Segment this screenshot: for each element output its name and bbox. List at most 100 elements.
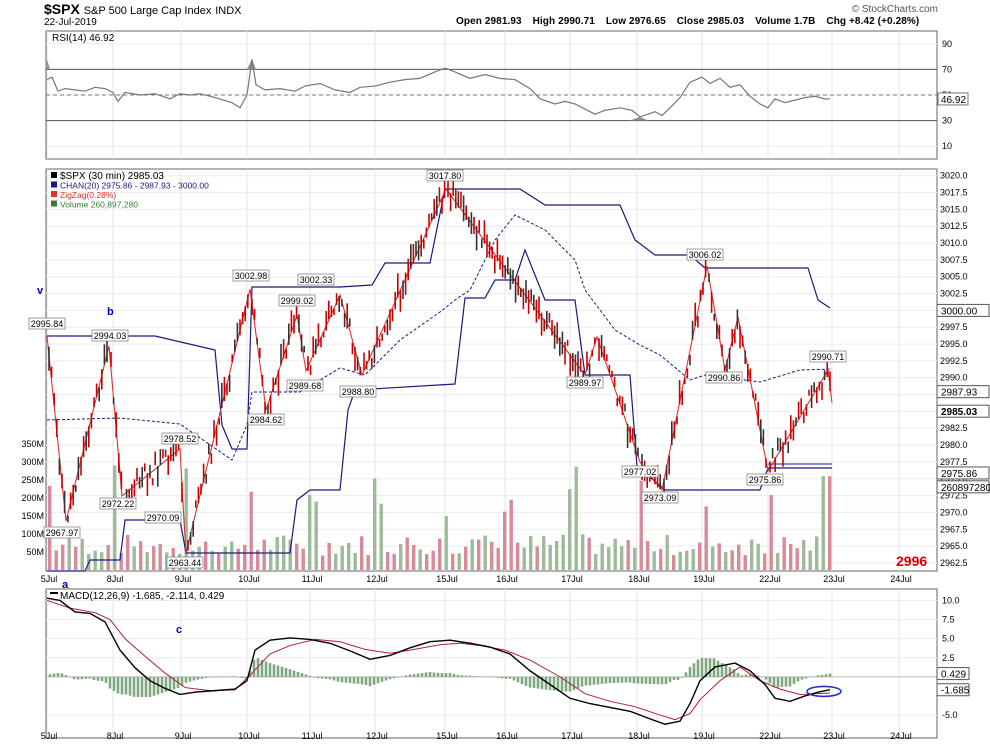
- price-tick-label: 3020.0: [940, 171, 968, 181]
- macd-histogram-bar: [72, 676, 76, 680]
- macd-histogram-bar: [432, 672, 436, 677]
- volume-bar: [704, 506, 708, 570]
- macd-histogram-bar: [548, 676, 552, 691]
- macd-histogram-bar: [604, 676, 608, 684]
- macd-histogram-bar: [824, 674, 828, 677]
- macd-histogram-bar: [592, 676, 596, 685]
- macd-histogram-bar: [680, 676, 684, 678]
- x-tick-label: 24Jul: [890, 574, 912, 584]
- macd-histogram-bar: [300, 673, 304, 677]
- macd-tag-box: [936, 683, 970, 697]
- macd-histogram-bar: [96, 676, 100, 681]
- macd-histogram-bar: [248, 670, 252, 677]
- high-value: High 2990.71: [532, 16, 595, 27]
- macd-histogram-bar: [304, 674, 308, 677]
- x-tick-label: 18Jul: [628, 574, 650, 584]
- macd-histogram-bar: [376, 676, 380, 684]
- pivot-label-box: [641, 491, 679, 504]
- macd-histogram-bar: [244, 676, 248, 680]
- volume-bar: [269, 549, 273, 570]
- volume-bar: [230, 541, 234, 570]
- macd-histogram-bar: [324, 676, 328, 679]
- price-tick-label: 3017.5: [940, 188, 968, 198]
- volume-tick-label: 50M: [26, 547, 44, 557]
- macd-histogram-bar: [748, 673, 752, 677]
- volume-bar: [613, 538, 617, 570]
- volume-bar: [503, 511, 507, 570]
- macd-histogram-bar: [540, 676, 544, 690]
- volume-bar: [314, 501, 318, 570]
- legend-entry: $SPX (30 min) 2985.03: [60, 171, 164, 182]
- macd-histogram-bar: [732, 669, 736, 677]
- pivot-label-box: [161, 432, 199, 445]
- chart-date: 22-Jul-2019: [44, 17, 97, 28]
- macd-histogram-bar: [668, 676, 672, 682]
- volume-bar: [321, 555, 325, 570]
- macd-histogram-bar: [444, 673, 448, 677]
- pivot-label-box: [43, 526, 81, 539]
- rsi-overbought-fill: [47, 59, 50, 70]
- macd-histogram-bar: [612, 676, 616, 683]
- macd-histogram-bar: [628, 676, 632, 683]
- volume-bar: [724, 552, 728, 570]
- macd-histogram-bar: [784, 676, 788, 687]
- pivot-label-box: [809, 350, 847, 363]
- macd-histogram-bar: [660, 676, 664, 685]
- x-tick-label: 11Jul: [302, 731, 323, 741]
- price-tick-label: 2962.5: [940, 558, 968, 568]
- price-right-tag-box: [936, 466, 990, 480]
- volume-bar: [334, 553, 338, 570]
- volume-bar: [152, 546, 156, 570]
- macd-tag-hist: 0.429: [941, 670, 966, 681]
- macd-histogram-bar: [144, 676, 148, 698]
- price-right-tag-box: [936, 480, 990, 494]
- macd-histogram-bar: [412, 674, 416, 677]
- macd-histogram-bar: [652, 676, 656, 685]
- pivot-label: 3002.33: [300, 275, 333, 285]
- x-tick-label: 8Jul: [107, 731, 124, 741]
- legend-swatch: [51, 191, 57, 197]
- macd-histogram-bar: [552, 676, 556, 691]
- macd-histogram-bar: [344, 676, 348, 683]
- volume-bar: [360, 536, 364, 570]
- macd-histogram-bar: [788, 676, 792, 687]
- symbol: $SPX: [44, 1, 80, 17]
- macd-histogram-bar: [792, 676, 796, 684]
- pivot-label-box: [28, 317, 66, 330]
- macd-ellipse-annotation: [806, 685, 842, 698]
- volume-bar: [100, 552, 104, 570]
- volume-bar: [392, 553, 396, 570]
- macd-histogram-bar: [796, 676, 800, 682]
- pivot-label: 2989.68: [289, 381, 322, 391]
- volume-bar: [509, 499, 513, 570]
- volume-bar: [379, 503, 383, 570]
- pivot-label-box: [278, 294, 316, 307]
- macd-histogram-bar: [688, 666, 692, 677]
- volume-bar: [464, 546, 468, 570]
- price-tick-label: 3012.5: [940, 221, 968, 231]
- macd-histogram-bar: [692, 663, 696, 677]
- volume-bar: [412, 544, 416, 570]
- pivot-label: 2999.02: [281, 296, 314, 306]
- macd-tick-label: 2.5: [942, 653, 955, 663]
- macd-histogram-bar: [488, 676, 492, 678]
- x-tick-label: 9Jul: [175, 731, 192, 741]
- macd-histogram-bar: [132, 676, 136, 697]
- pivot-label: 3017.80: [429, 171, 462, 181]
- volume-bar: [633, 547, 637, 570]
- volume-bar: [626, 540, 630, 570]
- pivot-label-box: [232, 269, 270, 282]
- legend-entry: CHAN(20) 2975.86 - 2987.93 - 3000.00: [60, 181, 209, 191]
- rsi-tick-label: 70: [942, 64, 952, 74]
- macd-histogram-bar: [64, 675, 68, 677]
- macd-histogram-bar: [436, 672, 440, 677]
- volume-bar: [646, 541, 650, 570]
- pivot-label: 2990.71: [812, 352, 845, 362]
- price-tick-label: 2982.5: [940, 423, 968, 433]
- macd-histogram-bar: [348, 676, 352, 683]
- macd-histogram-bar: [580, 676, 584, 687]
- macd-tag-line: -1.685: [941, 686, 970, 697]
- legend-swatch: [51, 200, 57, 207]
- price-tick-label: 2980.0: [940, 440, 968, 450]
- macd-histogram-bar: [260, 659, 264, 677]
